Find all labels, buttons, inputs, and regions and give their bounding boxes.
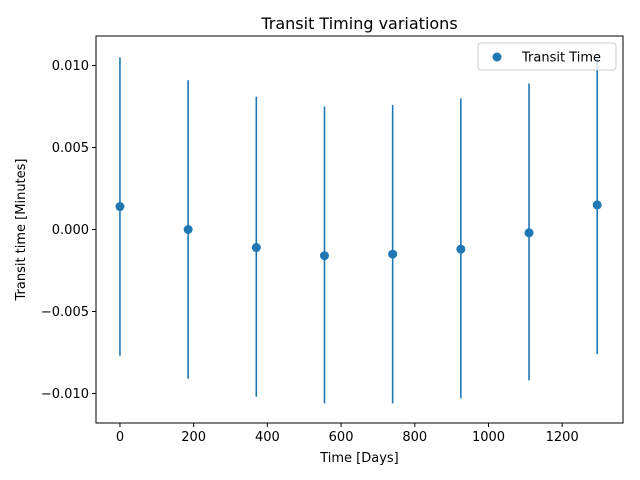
- x-tick-label: 400: [255, 430, 280, 445]
- x-tick-label: 200: [181, 430, 206, 445]
- y-tick-label: 0.010: [52, 59, 89, 74]
- data-point: [388, 249, 398, 259]
- y-tick-label: 0.005: [52, 141, 89, 156]
- data-point: [251, 243, 261, 253]
- x-tick-label: 800: [402, 430, 427, 445]
- legend: Transit Time: [477, 42, 617, 71]
- y-tick-label: 0.000: [52, 223, 89, 238]
- x-axis-ticks: 0 200 400 600 800 1000 1200: [116, 423, 579, 445]
- data-point: [183, 225, 193, 234]
- y-axis-ticks: −0.010 −0.005 0.000 0.005 0.010: [41, 59, 96, 402]
- data-point: [115, 202, 125, 212]
- data-point: [456, 244, 466, 254]
- x-axis-label: Time [Days]: [319, 451, 399, 466]
- y-axis-label: Transit time [Minutes]: [14, 158, 29, 301]
- data-point: [524, 228, 534, 238]
- y-tick-label: −0.010: [41, 387, 89, 402]
- plot-marks: [115, 55, 602, 404]
- x-tick-label: 1000: [472, 430, 505, 445]
- x-tick-label: 600: [329, 430, 354, 445]
- legend-box: [477, 42, 617, 71]
- legend-label: Transit Time: [521, 51, 601, 66]
- x-tick-label: 0: [116, 430, 124, 445]
- x-tick-label: 1200: [546, 430, 579, 445]
- data-point: [592, 200, 602, 210]
- legend-marker: [492, 52, 502, 62]
- y-tick-label: −0.005: [41, 305, 89, 320]
- data-point: [319, 251, 329, 261]
- chart-title: Transit Timing variations: [260, 14, 457, 33]
